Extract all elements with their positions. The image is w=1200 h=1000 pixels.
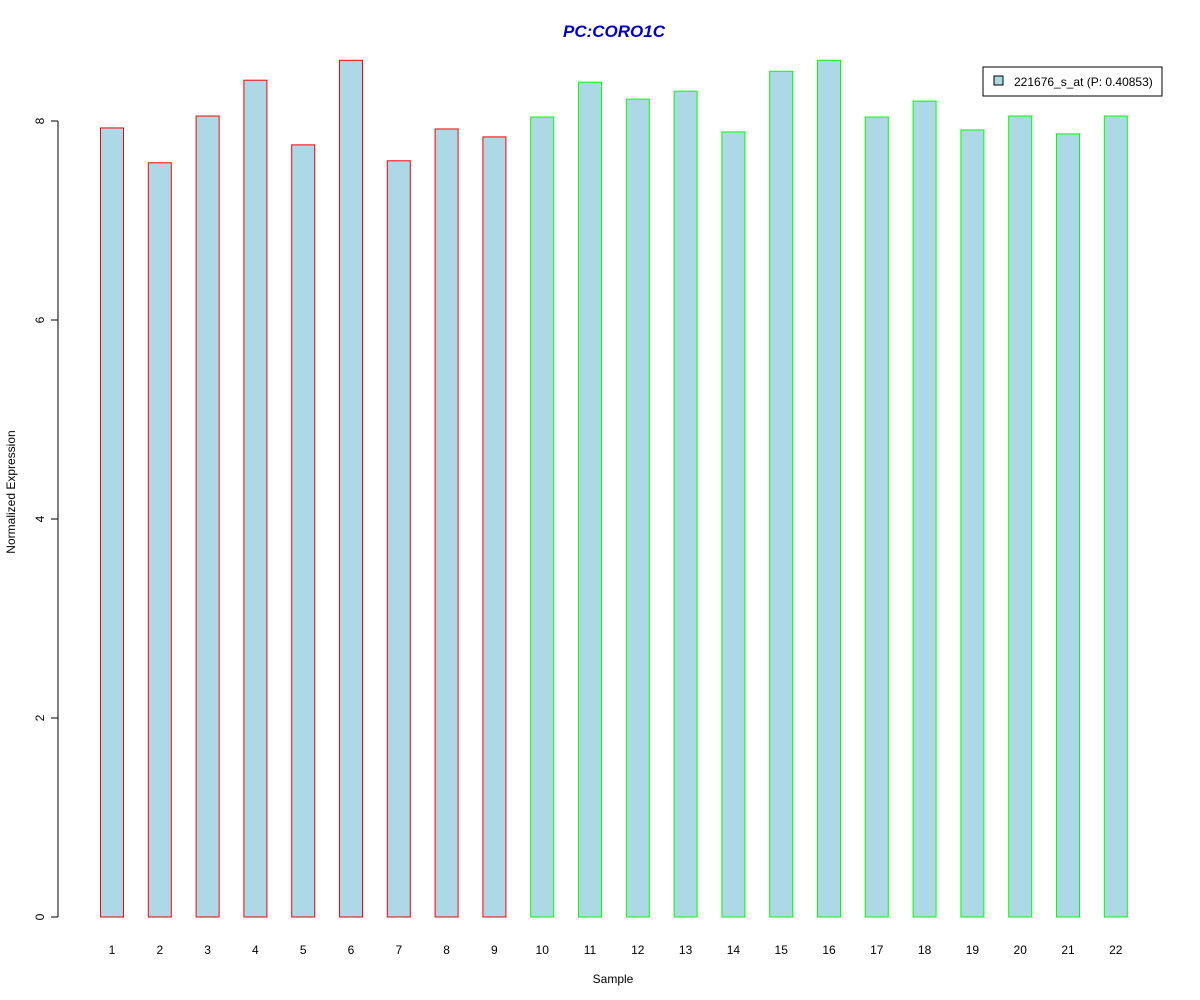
x-tick-label: 12 [631, 943, 645, 957]
y-tick-label: 0 [33, 913, 47, 920]
y-axis: 0 2 4 6 8 [33, 117, 59, 920]
bar-sample-22 [1103, 115, 1128, 918]
legend-box [982, 66, 1163, 97]
x-tick-label: 7 [395, 943, 402, 957]
x-tick-label: 14 [727, 943, 741, 957]
x-tick-label: 2 [156, 943, 163, 957]
x-tick-label: 3 [204, 943, 211, 957]
bar-sample-10 [530, 116, 555, 918]
bar-sample-2 [147, 162, 172, 918]
x-tick-label: 11 [584, 943, 597, 957]
bar-sample-4 [243, 79, 268, 918]
bar-sample-19 [960, 129, 985, 918]
y-tick-label: 4 [33, 515, 47, 522]
bar-sample-11 [578, 81, 602, 918]
x-axis-title: Sample [593, 972, 634, 986]
x-tick-label: 6 [348, 943, 355, 957]
x-tick-label: 18 [918, 943, 932, 957]
y-tick-label: 2 [33, 714, 47, 721]
x-tick-label: 16 [822, 943, 836, 957]
bars [100, 59, 1128, 918]
bar-sample-18 [912, 100, 937, 918]
legend-label: 221676_s_at (P: 0.40853) [1014, 75, 1153, 89]
x-tick-label: 19 [966, 943, 980, 957]
legend-swatch [993, 75, 1004, 86]
bar-sample-17 [864, 116, 889, 918]
y-axis-title: Normalized Expression [4, 430, 18, 553]
bar-sample-8 [434, 128, 459, 918]
bar-sample-13 [673, 90, 698, 918]
x-tick-labels: 1 2 3 4 5 6 7 8 9 10 11 12 13 14 15 16 17 18 19 20 21 22 [109, 943, 1123, 957]
y-tick-label: 8 [33, 117, 47, 124]
bar-sample-9 [482, 136, 507, 918]
bar-sample-12 [625, 98, 650, 918]
bar-sample-15 [769, 70, 794, 918]
x-tick-label: 13 [679, 943, 693, 957]
bar-sample-1 [100, 127, 124, 918]
bar-sample-16 [817, 59, 841, 918]
chart-title: PC:CORO1C [563, 22, 666, 41]
bar-sample-20 [1008, 115, 1033, 918]
x-tick-label: 17 [870, 943, 884, 957]
x-tick-label: 22 [1109, 943, 1123, 957]
x-tick-label: 5 [300, 943, 307, 957]
x-tick-label: 1 [109, 943, 116, 957]
x-tick-label: 21 [1061, 943, 1075, 957]
x-tick-label: 20 [1014, 943, 1028, 957]
x-tick-label: 9 [491, 943, 498, 957]
bar-sample-21 [1056, 133, 1080, 918]
x-tick-label: 15 [775, 943, 789, 957]
x-tick-label: 4 [252, 943, 259, 957]
y-tick-label: 6 [33, 316, 47, 323]
x-tick-label: 10 [536, 943, 550, 957]
bar-sample-3 [195, 115, 220, 918]
legend: 221676_s_at (P: 0.40853) [982, 66, 1163, 97]
bar-sample-5 [291, 144, 316, 918]
bar-sample-7 [386, 160, 411, 918]
x-tick-label: 8 [443, 943, 450, 957]
bar-sample-6 [339, 59, 363, 918]
bar-sample-14 [721, 131, 746, 918]
